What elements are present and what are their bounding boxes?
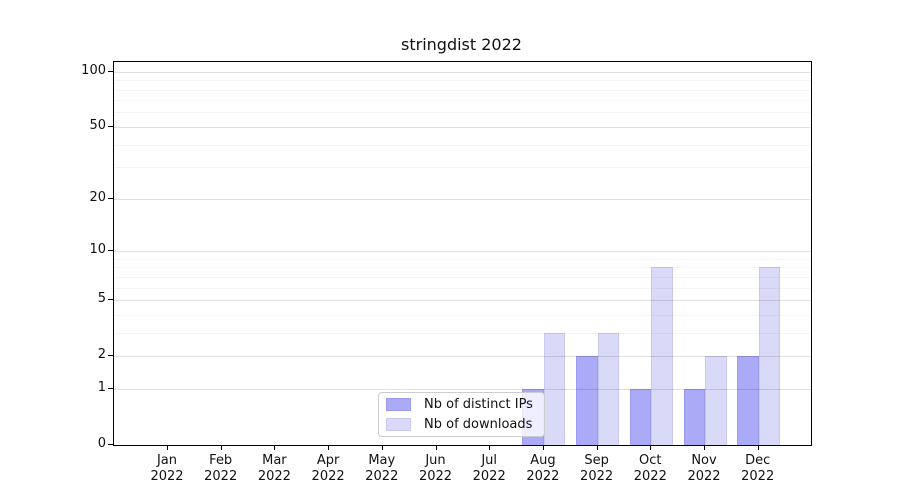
legend-item-label: Nb of distinct IPs — [424, 397, 533, 412]
y-tick-label: 0 — [97, 436, 106, 451]
x-tick-mark — [381, 445, 383, 450]
x-tick-label: Sep 2022 — [580, 453, 614, 484]
gridline-minor — [114, 100, 811, 102]
gridline-minor — [114, 167, 811, 169]
x-tick-label: Jan 2022 — [150, 453, 184, 484]
gridline-minor — [114, 258, 811, 260]
gridline-minor — [114, 112, 811, 114]
x-tick-mark — [704, 445, 705, 450]
gridline-major — [114, 388, 811, 390]
gridline-minor — [114, 144, 811, 146]
bar-ips-sep — [576, 356, 598, 445]
y-tick-mark — [108, 387, 113, 389]
x-tick-label: Mar 2022 — [257, 453, 291, 484]
legend-item-ips: Nb of distinct IPs — [386, 398, 537, 411]
gridline-minor — [114, 89, 811, 91]
x-tick-mark — [757, 445, 759, 450]
x-tick-label: Oct 2022 — [633, 453, 667, 484]
legend-swatch — [386, 398, 411, 411]
chart-title: stringdist 2022 — [401, 35, 522, 54]
bar-ips-oct — [629, 388, 652, 445]
y-tick-mark — [108, 299, 113, 301]
y-tick-mark — [108, 197, 113, 199]
x-tick-label: Aug 2022 — [526, 453, 560, 484]
x-tick-mark — [650, 445, 652, 450]
gridline-minor — [114, 276, 811, 278]
legend-swatch — [386, 418, 411, 431]
x-tick-mark — [435, 445, 437, 450]
y-tick-label: 10 — [89, 242, 106, 258]
y-tick-label: 5 — [97, 291, 106, 307]
gridline-major — [114, 300, 811, 302]
gridline-minor — [114, 287, 811, 289]
x-tick-mark — [596, 445, 598, 450]
gridline-minor — [114, 314, 811, 316]
plot-area — [113, 61, 812, 446]
x-tick-label: Apr 2022 — [311, 453, 345, 484]
x-tick-label: May 2022 — [365, 453, 399, 484]
legend-item-label: Nb of downloads — [424, 417, 533, 432]
gridline-minor — [114, 332, 811, 334]
bar-downloads-oct — [651, 267, 673, 445]
bar-downloads-nov — [705, 356, 727, 445]
y-tick-mark — [108, 70, 113, 72]
x-tick-mark — [489, 445, 491, 450]
bar-downloads-dec — [758, 267, 781, 445]
gridline-major — [114, 251, 811, 253]
x-tick-mark — [542, 445, 544, 450]
bar-ips-nov — [683, 388, 705, 445]
y-tick-mark — [108, 355, 113, 357]
bar-downloads-aug — [543, 332, 566, 445]
y-tick-label: 20 — [89, 189, 106, 205]
bar-downloads-sep — [597, 332, 620, 445]
x-tick-mark — [328, 445, 330, 450]
x-tick-mark — [220, 445, 222, 450]
y-tick-mark — [108, 444, 113, 445]
x-tick-label: Jul 2022 — [472, 453, 506, 484]
y-tick-label: 1 — [97, 379, 106, 395]
x-tick-mark — [274, 445, 276, 450]
y-tick-label: 50 — [89, 117, 106, 133]
x-tick-label: Nov 2022 — [687, 453, 721, 484]
x-tick-label: Jun 2022 — [418, 453, 453, 484]
gridline-major — [114, 126, 811, 128]
x-tick-label: Dec 2022 — [741, 453, 775, 484]
x-tick-mark — [167, 445, 168, 450]
y-tick-mark — [108, 125, 113, 127]
y-tick-label: 100 — [81, 62, 106, 78]
x-tick-label: Feb 2022 — [204, 453, 238, 484]
gridline-minor — [114, 80, 811, 82]
gridline-major — [114, 198, 811, 200]
legend-item-downloads: Nb of downloads — [386, 418, 537, 431]
y-tick-mark — [108, 250, 113, 252]
y-tick-label: 2 — [97, 347, 106, 363]
legend: Nb of distinct IPs Nb of downloads — [378, 392, 545, 437]
gridline-minor — [114, 267, 811, 269]
gridline-major — [114, 356, 811, 358]
bar-ips-dec — [737, 356, 759, 445]
gridline-major — [114, 71, 811, 73]
